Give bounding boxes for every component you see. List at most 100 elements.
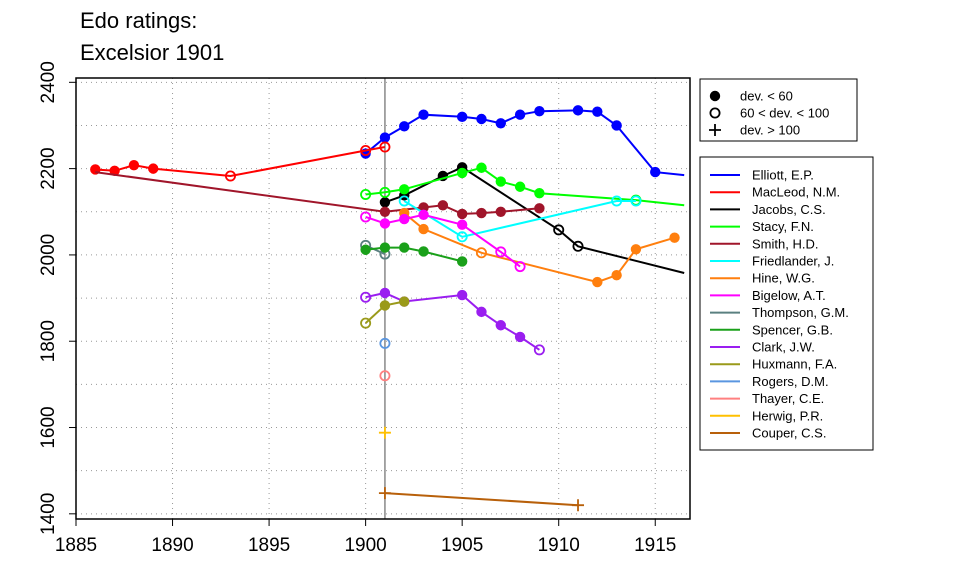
y-tick-label: 1800 — [38, 320, 59, 362]
data-point — [476, 162, 487, 173]
data-point — [379, 287, 391, 299]
data-point — [495, 246, 507, 258]
legend-label-smith-h-d: Smith, H.D. — [752, 236, 818, 251]
data-point — [360, 317, 372, 329]
data-point — [399, 213, 410, 225]
series-line-macleod-n-m — [95, 146, 386, 178]
data-point — [669, 232, 680, 243]
series-legend: Elliott, E.P. MacLeod, N.M. Jacobs, C.S. St… — [699, 156, 874, 451]
legend-label-clark-j-w: Clark, J.W. — [752, 340, 815, 355]
data-point — [611, 269, 622, 281]
x-axis: 1885 1890 1895 1900 1905 1910 1915 — [55, 518, 676, 556]
data-point — [399, 296, 410, 307]
x-tick-label: 1905 — [441, 535, 483, 556]
data-point — [418, 209, 429, 220]
legend-label-spencer-g-b: Spencer, G.B. — [752, 322, 833, 337]
series-line-friedlander-j — [403, 200, 636, 238]
marker-legend: dev. < 60 60 < dev. < 100 dev. > 100 — [699, 78, 858, 142]
data-point — [572, 105, 584, 116]
x-tick-label: 1890 — [151, 535, 193, 556]
data-point — [495, 320, 506, 331]
data-point — [611, 195, 623, 207]
data-point — [534, 203, 545, 214]
legend-label-friedlander-j: Friedlander, J. — [752, 254, 834, 269]
series-smith-h-d — [95, 171, 545, 220]
data-point — [379, 141, 391, 153]
data-point — [379, 197, 391, 208]
legend-label-thompson-g-m: Thompson, G.M. — [752, 305, 849, 320]
x-tick-label: 1915 — [634, 535, 676, 556]
data-point — [379, 132, 391, 143]
data-point — [128, 159, 140, 171]
y-tick-label: 1600 — [38, 406, 59, 448]
data-point — [379, 186, 391, 198]
y-tick-label: 2000 — [38, 234, 59, 276]
legend-label-thayer-c-e: Thayer, C.E. — [752, 391, 824, 406]
legend-label-macleod-n-m: MacLeod, N.M. — [752, 185, 840, 200]
legend-label-elliott-e-p: Elliott, E.P. — [752, 168, 814, 183]
data-point — [495, 118, 506, 129]
data-point — [379, 300, 391, 311]
data-point — [378, 487, 391, 500]
series-friedlander-j — [398, 195, 642, 243]
data-point — [418, 109, 429, 120]
data-point — [378, 426, 391, 439]
data-point — [456, 256, 468, 267]
data-point — [534, 106, 545, 117]
data-point — [514, 331, 526, 343]
data-point — [572, 240, 584, 252]
data-point — [514, 109, 526, 120]
chart-title: Edo ratings: — [80, 8, 198, 33]
data-point — [630, 195, 642, 207]
series-line-elliott-e-p — [364, 109, 685, 177]
data-point — [476, 306, 487, 318]
y-tick-label: 1400 — [38, 493, 59, 535]
data-point — [379, 218, 391, 229]
data-point — [379, 370, 391, 382]
data-point — [534, 188, 545, 199]
legend-label-huxmann-f-a: Huxmann, F.A. — [752, 357, 837, 372]
series-clark-j-w — [360, 287, 545, 356]
data-point — [456, 289, 468, 301]
data-point — [572, 499, 585, 512]
data-point — [360, 244, 371, 255]
legend-marker-open — [709, 107, 721, 119]
data-point — [437, 200, 449, 211]
legend-marker-plus — [709, 124, 721, 136]
data-point — [456, 208, 468, 220]
data-point — [379, 206, 391, 217]
series-huxmann-f-a — [360, 296, 410, 329]
data-point — [495, 206, 506, 217]
data-point — [592, 106, 603, 117]
data-point — [592, 276, 603, 288]
data-point — [379, 242, 391, 253]
data-point — [148, 163, 159, 174]
legend-marker-filled — [709, 90, 721, 102]
marker-legend-label: dev. < 60 — [740, 89, 793, 104]
y-tick-label: 2200 — [38, 147, 59, 189]
marker-legend-label: dev. > 100 — [740, 123, 800, 138]
grid-lines — [75, 78, 690, 519]
data-point — [514, 261, 526, 273]
data-point — [476, 113, 487, 125]
data-point — [360, 189, 372, 201]
y-axis: 1400 1600 1800 2000 2200 2400 — [38, 61, 76, 535]
data-point — [360, 211, 372, 223]
data-point — [456, 231, 468, 243]
data-point — [418, 223, 429, 235]
data-point — [456, 111, 468, 123]
x-tick-label: 1885 — [55, 535, 97, 556]
legend-label-stacy-f-n: Stacy, F.N. — [752, 219, 814, 234]
x-tick-label: 1895 — [248, 535, 290, 556]
series-group — [90, 105, 685, 512]
legend-label-rogers-d-m: Rogers, D.M. — [752, 374, 829, 389]
data-point — [514, 181, 526, 192]
series-herwig-p-r — [378, 426, 391, 439]
data-point — [224, 170, 236, 182]
legend-label-jacobs-c-s: Jacobs, C.S. — [752, 202, 826, 217]
x-tick-label: 1910 — [538, 535, 580, 556]
marker-legend-label: 60 < dev. < 100 — [740, 106, 829, 121]
data-point — [650, 166, 661, 178]
series-spencer-g-b — [360, 242, 468, 267]
